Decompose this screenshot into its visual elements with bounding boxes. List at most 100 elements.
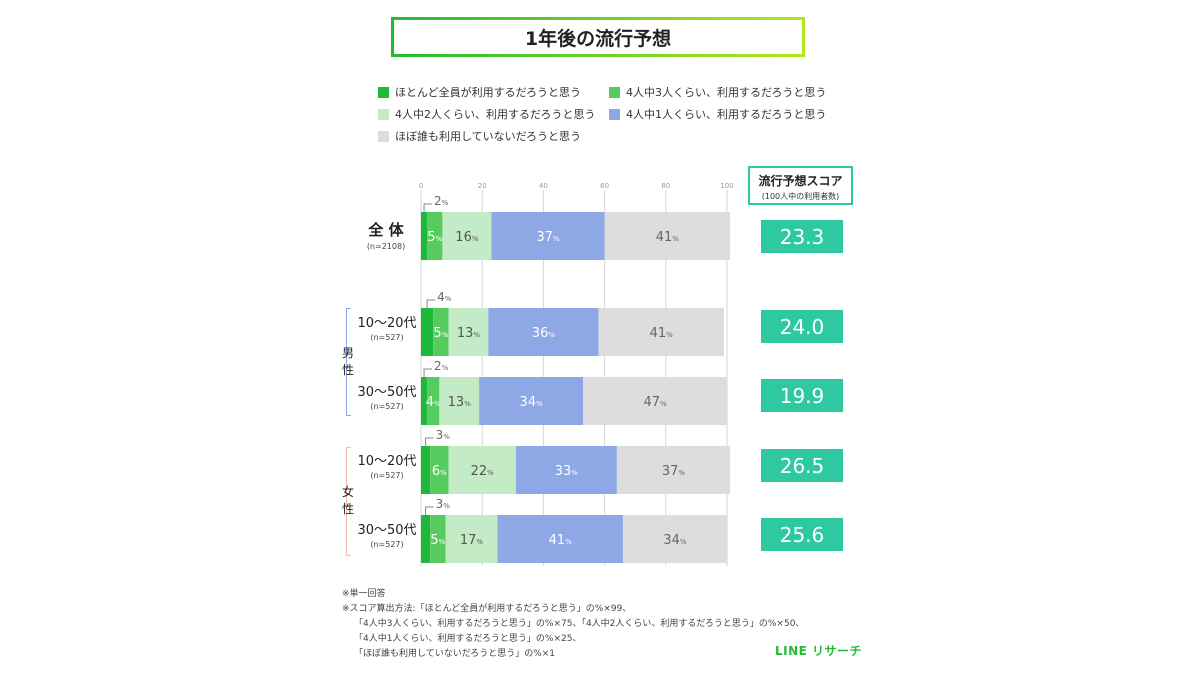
bar-segment bbox=[622, 515, 727, 563]
x-tick-label: 100 bbox=[720, 182, 733, 190]
data-label: 3% bbox=[436, 497, 451, 511]
data-label: 41% bbox=[549, 533, 573, 548]
bar-segment bbox=[427, 212, 443, 260]
legend-swatch bbox=[378, 108, 389, 120]
score-box-male-young: 24.0 bbox=[761, 310, 843, 343]
legend-label: ほとんど全員が利用するだろうと思う bbox=[395, 86, 582, 99]
data-label: 47% bbox=[643, 395, 667, 410]
bar-segment bbox=[604, 212, 731, 260]
legend-label: 4人中2人くらい、利用するだろうと思う bbox=[395, 108, 596, 121]
data-label: 4% bbox=[426, 395, 441, 410]
legend-item-half: 4人中2人くらい、利用するだろうと思う bbox=[378, 106, 595, 122]
legend-label: ほぼ誰も利用していないだろうと思う bbox=[395, 130, 582, 143]
data-label: 2% bbox=[434, 194, 449, 208]
footnote-line: 「4人中1人くらい、利用するだろうと思う」の%×25、 bbox=[354, 634, 582, 644]
chart-title: 1年後の流行予想 bbox=[391, 17, 805, 57]
legend-label: 4人中1人くらい、利用するだろうと思う bbox=[626, 108, 827, 121]
footnote-line: ※単一回答 bbox=[342, 589, 386, 599]
bar-segment bbox=[442, 212, 492, 260]
legend-item-none: ほぼ誰も利用していないだろうと思う bbox=[378, 128, 581, 144]
row-label-main: 30〜50代 bbox=[357, 385, 417, 400]
data-label: 5% bbox=[433, 326, 448, 341]
data-label: 17% bbox=[460, 533, 484, 548]
callout-line bbox=[425, 506, 434, 515]
data-label: 2% bbox=[434, 359, 449, 373]
data-label: 5% bbox=[430, 533, 445, 548]
score-box-male-older: 19.9 bbox=[761, 379, 843, 412]
row-label-n: (n=527) bbox=[370, 402, 404, 411]
bar-segment bbox=[421, 377, 428, 425]
row-label-female-young: 10〜20代 (n=527) bbox=[356, 450, 418, 480]
score-box-female-older: 25.6 bbox=[761, 518, 843, 551]
legend-item-quarter: 4人中1人くらい、利用するだろうと思う bbox=[609, 106, 826, 122]
brand-logo: LINE リサーチ bbox=[775, 644, 863, 658]
data-label: 41% bbox=[650, 326, 674, 341]
row-label-main: 10〜20代 bbox=[357, 454, 417, 469]
data-label: 34% bbox=[520, 395, 544, 410]
legend-swatch bbox=[378, 86, 389, 98]
data-label: 13% bbox=[457, 326, 481, 341]
callout-line bbox=[423, 368, 433, 377]
bar-segment bbox=[583, 377, 727, 425]
group-label-female: 女性 bbox=[341, 485, 354, 516]
row-label-male-older: 30〜50代 (n=527) bbox=[356, 381, 418, 411]
score-box-total: 23.3 bbox=[761, 220, 843, 253]
legend-swatch bbox=[378, 130, 389, 142]
callout-line bbox=[426, 299, 436, 308]
data-label: 3% bbox=[436, 428, 451, 442]
bar-segment bbox=[421, 212, 428, 260]
bar-segment bbox=[616, 446, 731, 494]
data-label: 4% bbox=[437, 290, 452, 304]
group-label-male: 男性 bbox=[341, 346, 354, 377]
legend-item-all: ほとんど全員が利用するだろうと思う bbox=[378, 84, 581, 100]
x-tick-label: 60 bbox=[600, 182, 609, 190]
bar-segment bbox=[427, 377, 440, 425]
bar-segment bbox=[430, 515, 446, 563]
score-box-female-young: 26.5 bbox=[761, 449, 843, 482]
bar-segment bbox=[497, 515, 623, 563]
bar-segment bbox=[433, 308, 449, 356]
score-header: 流行予想スコア (100人中の利用者数) bbox=[748, 166, 853, 205]
row-label-main: 30〜50代 bbox=[357, 523, 417, 538]
female-bracket bbox=[346, 447, 351, 556]
data-label: 34% bbox=[663, 533, 687, 548]
data-label: 13% bbox=[448, 395, 472, 410]
score-header-title: 流行予想スコア bbox=[758, 174, 843, 188]
callout-line bbox=[423, 203, 433, 212]
row-label-main: 10〜20代 bbox=[357, 316, 417, 331]
data-label: 36% bbox=[532, 326, 556, 341]
data-label: 41% bbox=[656, 230, 680, 245]
bar-segment bbox=[515, 446, 617, 494]
row-label-total: 全 体 (n=2108) bbox=[355, 219, 417, 251]
row-label-female-older: 30〜50代 (n=527) bbox=[356, 519, 418, 549]
bar-segment bbox=[479, 377, 584, 425]
x-tick-label: 80 bbox=[661, 182, 670, 190]
callout-line bbox=[425, 437, 434, 446]
data-label: 37% bbox=[536, 230, 560, 245]
data-label: 6% bbox=[432, 464, 447, 479]
bar-segment bbox=[421, 446, 431, 494]
row-label-male-young: 10〜20代 (n=527) bbox=[356, 312, 418, 342]
footnote-line: ※スコア算出方法:「ほとんど全員が利用するだろうと思う」の%×99、 bbox=[342, 604, 632, 614]
bar-segment bbox=[439, 377, 480, 425]
legend-swatch bbox=[609, 86, 620, 98]
footnote-line: 「ほぼ誰も利用していないだろうと思う」の%×1 bbox=[354, 649, 556, 659]
footnotes: ※単一回答 ※スコア算出方法:「ほとんど全員が利用するだろうと思う」の%×99、… bbox=[342, 587, 804, 662]
bar-segment bbox=[448, 446, 516, 494]
data-label: 16% bbox=[455, 230, 479, 245]
x-tick-label: 40 bbox=[539, 182, 548, 190]
legend-swatch bbox=[609, 108, 620, 120]
legend-label: 4人中3人くらい、利用するだろうと思う bbox=[626, 86, 827, 99]
data-label: 22% bbox=[471, 464, 495, 479]
bar-segment bbox=[430, 446, 449, 494]
male-bracket bbox=[346, 308, 351, 416]
data-label: 5% bbox=[427, 230, 442, 245]
bar-segment bbox=[448, 308, 489, 356]
bar-segment bbox=[491, 212, 605, 260]
row-label-n: (n=527) bbox=[370, 471, 404, 480]
row-label-n: (n=2108) bbox=[366, 242, 406, 251]
x-tick-label: 0 bbox=[419, 182, 423, 190]
row-label-n: (n=527) bbox=[370, 540, 404, 549]
score-header-subtitle: (100人中の利用者数) bbox=[761, 192, 840, 201]
